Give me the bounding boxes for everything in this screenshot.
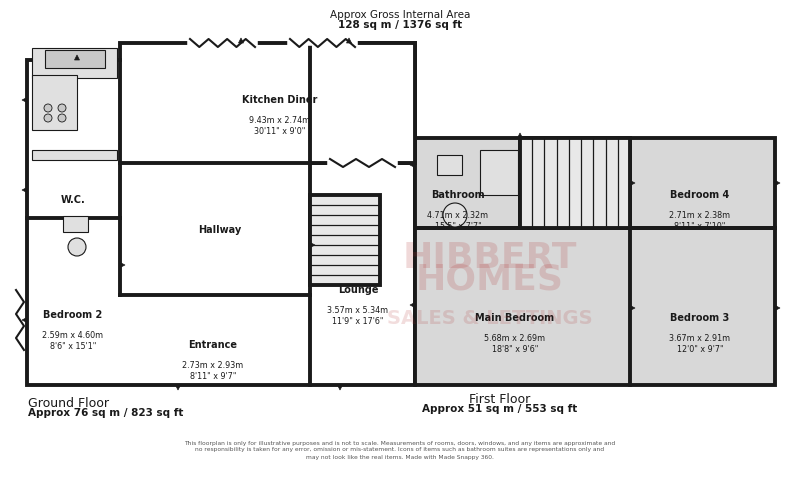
Text: W.C.: W.C. — [61, 195, 86, 205]
Circle shape — [44, 104, 52, 112]
Text: 2.59m x 4.60m
8'6" x 15'1": 2.59m x 4.60m 8'6" x 15'1" — [42, 320, 103, 351]
Bar — [63, 216, 88, 232]
Bar — [310, 138, 770, 385]
Text: 9.43m x 2.74m
30'11" x 9'0": 9.43m x 2.74m 30'11" x 9'0" — [250, 105, 310, 136]
Text: Bathroom: Bathroom — [431, 190, 485, 200]
Text: 3.67m x 2.91m
12'0" x 9'7": 3.67m x 2.91m 12'0" x 9'7" — [670, 323, 730, 354]
Bar — [310, 43, 415, 163]
Text: Approx 51 sq m / 553 sq ft: Approx 51 sq m / 553 sq ft — [422, 404, 578, 414]
Polygon shape — [630, 306, 635, 310]
Polygon shape — [238, 38, 243, 43]
Circle shape — [58, 104, 66, 112]
Polygon shape — [410, 303, 415, 308]
Polygon shape — [338, 385, 342, 390]
Text: Bedroom 2: Bedroom 2 — [43, 310, 102, 320]
Polygon shape — [775, 306, 780, 310]
Text: 2.73m x 2.93m
8'11" x 9'7": 2.73m x 2.93m 8'11" x 9'7" — [182, 350, 244, 381]
Text: Main Bedroom: Main Bedroom — [475, 313, 554, 323]
Polygon shape — [415, 138, 775, 385]
Text: 128 sq m / 1376 sq ft: 128 sq m / 1376 sq ft — [338, 20, 462, 30]
Text: 3.57m x 5.34m
11'9" x 17'6": 3.57m x 5.34m 11'9" x 17'6" — [327, 295, 389, 326]
Text: SALES & LETTINGS: SALES & LETTINGS — [387, 308, 593, 328]
Text: Lounge: Lounge — [338, 285, 378, 295]
Text: 2.71m x 2.38m
8'11" x 7'10": 2.71m x 2.38m 8'11" x 7'10" — [670, 200, 730, 231]
Text: Kitchen Diner: Kitchen Diner — [242, 95, 318, 105]
Bar — [32, 75, 77, 130]
Polygon shape — [518, 133, 522, 138]
Text: Ground Floor: Ground Floor — [28, 397, 109, 410]
Polygon shape — [310, 242, 315, 248]
Polygon shape — [346, 38, 351, 43]
Circle shape — [44, 114, 52, 122]
Circle shape — [68, 238, 86, 256]
Text: Bedroom 4: Bedroom 4 — [670, 190, 730, 200]
Text: Entrance: Entrance — [189, 340, 238, 350]
Bar — [437, 155, 462, 175]
Text: This floorplan is only for illustrative purposes and is not to scale. Measuremen: This floorplan is only for illustrative … — [184, 441, 616, 459]
Circle shape — [443, 203, 467, 227]
Polygon shape — [775, 181, 780, 185]
Text: Bedroom 3: Bedroom 3 — [670, 313, 730, 323]
Text: Approx 76 sq m / 823 sq ft: Approx 76 sq m / 823 sq ft — [28, 408, 183, 418]
Polygon shape — [22, 318, 27, 322]
Text: 5.68m x 2.69m
18'8" x 9'6": 5.68m x 2.69m 18'8" x 9'6" — [485, 323, 546, 354]
Polygon shape — [410, 162, 415, 168]
Bar — [32, 150, 117, 160]
Bar — [32, 48, 117, 78]
Bar — [480, 150, 518, 195]
Polygon shape — [27, 43, 415, 385]
Polygon shape — [175, 385, 181, 390]
Bar — [520, 138, 630, 228]
Text: Hallway: Hallway — [198, 225, 242, 235]
Polygon shape — [22, 187, 27, 193]
Polygon shape — [120, 262, 125, 267]
Bar — [45, 50, 105, 68]
Circle shape — [58, 114, 66, 122]
Polygon shape — [74, 55, 79, 60]
Text: First Floor: First Floor — [470, 393, 530, 406]
Polygon shape — [22, 98, 27, 103]
Text: HIBBERT: HIBBERT — [402, 241, 578, 275]
Polygon shape — [310, 43, 775, 385]
Text: 4.71m x 2.32m
15'5" x 7'7": 4.71m x 2.32m 15'5" x 7'7" — [427, 200, 489, 231]
Polygon shape — [630, 181, 635, 185]
Bar — [310, 195, 380, 285]
Text: Approx Gross Internal Area: Approx Gross Internal Area — [330, 10, 470, 20]
Text: HOMES: HOMES — [416, 263, 564, 297]
